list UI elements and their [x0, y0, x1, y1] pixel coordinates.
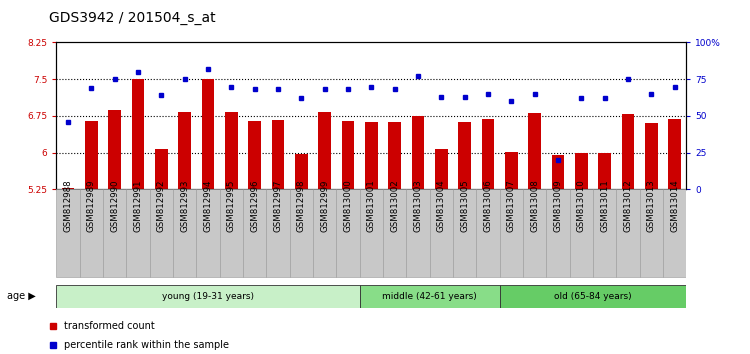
Bar	[196, 189, 220, 277]
Bar	[178, 112, 191, 189]
Bar	[173, 189, 196, 277]
Text: GSM813006: GSM813006	[484, 179, 493, 232]
Bar	[569, 189, 593, 277]
Bar	[220, 189, 243, 277]
Bar	[103, 189, 126, 277]
Bar	[645, 123, 658, 189]
Text: GSM812988: GSM812988	[64, 180, 73, 232]
Text: GSM812990: GSM812990	[110, 180, 119, 232]
Bar	[295, 154, 307, 189]
Bar	[598, 153, 611, 189]
Bar	[202, 79, 214, 189]
Bar	[359, 285, 500, 308]
Bar	[430, 189, 453, 277]
Text: GSM812995: GSM812995	[226, 180, 236, 232]
Bar	[56, 285, 359, 308]
Text: GSM813009: GSM813009	[554, 180, 562, 232]
Text: GSM813014: GSM813014	[670, 179, 679, 232]
Text: GSM812991: GSM812991	[134, 180, 142, 232]
Bar	[663, 189, 686, 277]
Bar	[336, 189, 359, 277]
Bar	[341, 121, 354, 189]
Bar	[149, 189, 173, 277]
Bar	[290, 189, 313, 277]
Bar	[359, 189, 383, 277]
Text: GSM812989: GSM812989	[87, 180, 96, 232]
Text: GSM813004: GSM813004	[436, 179, 445, 232]
Bar	[482, 119, 494, 189]
Bar	[248, 121, 261, 189]
Text: percentile rank within the sample: percentile rank within the sample	[64, 341, 229, 350]
Text: GSM813011: GSM813011	[600, 179, 609, 232]
Text: GSM813013: GSM813013	[646, 179, 656, 232]
Text: GSM813010: GSM813010	[577, 179, 586, 232]
Text: GSM812992: GSM812992	[157, 180, 166, 232]
Bar	[85, 121, 98, 189]
Text: middle (42-61 years): middle (42-61 years)	[382, 292, 477, 301]
Bar	[131, 79, 144, 189]
Text: GSM813012: GSM813012	[623, 179, 632, 232]
Bar	[453, 189, 476, 277]
Text: GSM813001: GSM813001	[367, 179, 376, 232]
Bar	[80, 189, 103, 277]
Bar	[154, 149, 168, 189]
Bar	[364, 122, 378, 189]
Bar	[593, 189, 616, 277]
Bar	[108, 110, 121, 189]
Text: old (65-84 years): old (65-84 years)	[554, 292, 632, 301]
Bar	[383, 189, 406, 277]
Bar	[546, 189, 569, 277]
Bar	[500, 189, 523, 277]
Bar	[574, 153, 588, 189]
Text: GDS3942 / 201504_s_at: GDS3942 / 201504_s_at	[49, 11, 215, 25]
Bar	[435, 149, 448, 189]
Bar	[476, 189, 500, 277]
Text: GSM813002: GSM813002	[390, 179, 399, 232]
Bar	[225, 112, 238, 189]
Text: GSM812993: GSM812993	[180, 180, 189, 232]
Bar	[126, 189, 149, 277]
Bar	[668, 119, 681, 189]
Bar	[412, 116, 424, 189]
Text: GSM812994: GSM812994	[203, 180, 212, 232]
Text: young (19-31 years): young (19-31 years)	[162, 292, 254, 301]
Text: GSM812998: GSM812998	[297, 180, 306, 232]
Text: GSM812999: GSM812999	[320, 180, 329, 232]
Bar	[243, 189, 266, 277]
Text: GSM813008: GSM813008	[530, 179, 539, 232]
Bar	[523, 189, 546, 277]
Bar	[266, 189, 290, 277]
Bar	[318, 112, 331, 189]
Bar	[56, 189, 80, 277]
Text: GSM813003: GSM813003	[413, 179, 422, 232]
Bar	[313, 189, 336, 277]
Text: GSM813007: GSM813007	[507, 179, 516, 232]
Bar	[551, 155, 564, 189]
Bar	[62, 188, 74, 189]
Bar	[458, 122, 471, 189]
Bar	[406, 189, 430, 277]
Bar	[616, 189, 640, 277]
Text: age ▶: age ▶	[8, 291, 36, 302]
Text: GSM812996: GSM812996	[250, 180, 259, 232]
Bar	[272, 120, 284, 189]
Bar	[388, 122, 401, 189]
Text: GSM813005: GSM813005	[460, 179, 469, 232]
Bar	[640, 189, 663, 277]
Text: GSM812997: GSM812997	[274, 180, 283, 232]
Bar	[500, 285, 686, 308]
Bar	[622, 114, 634, 189]
Text: transformed count: transformed count	[64, 321, 154, 331]
Bar	[505, 152, 518, 189]
Text: GSM813000: GSM813000	[344, 179, 352, 232]
Bar	[528, 114, 541, 189]
